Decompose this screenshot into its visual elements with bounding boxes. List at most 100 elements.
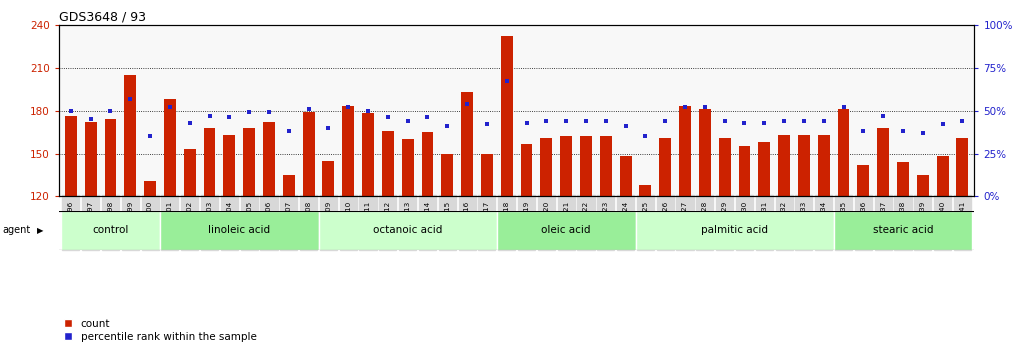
Bar bbox=[441, 154, 454, 196]
Point bbox=[697, 104, 713, 110]
Text: stearic acid: stearic acid bbox=[873, 225, 934, 235]
Bar bbox=[878, 128, 889, 196]
Point bbox=[182, 120, 198, 125]
Point bbox=[617, 123, 634, 129]
Point bbox=[479, 121, 495, 127]
Bar bbox=[263, 122, 275, 196]
Point bbox=[360, 108, 376, 113]
Point bbox=[895, 129, 911, 134]
Bar bbox=[580, 136, 592, 196]
Point bbox=[914, 130, 931, 136]
Text: control: control bbox=[93, 225, 129, 235]
Bar bbox=[798, 135, 810, 196]
Point bbox=[281, 129, 297, 134]
Point bbox=[63, 108, 79, 113]
Point bbox=[538, 118, 554, 124]
Bar bbox=[560, 136, 573, 196]
Bar bbox=[917, 175, 929, 196]
Text: linoleic acid: linoleic acid bbox=[208, 225, 271, 235]
Bar bbox=[421, 132, 433, 196]
Bar bbox=[362, 114, 374, 196]
Point bbox=[677, 104, 694, 110]
Legend: count, percentile rank within the sample: count, percentile rank within the sample bbox=[64, 319, 256, 342]
Point bbox=[498, 79, 515, 84]
Bar bbox=[124, 75, 136, 196]
Bar bbox=[65, 116, 77, 196]
Bar bbox=[897, 162, 909, 196]
Text: palmitic acid: palmitic acid bbox=[701, 225, 768, 235]
Point bbox=[519, 120, 535, 125]
Point bbox=[657, 118, 673, 124]
Bar bbox=[283, 175, 295, 196]
Bar bbox=[759, 142, 770, 196]
Point bbox=[855, 129, 872, 134]
Bar bbox=[382, 131, 394, 196]
Bar bbox=[600, 136, 612, 196]
Bar bbox=[303, 112, 314, 196]
Point bbox=[717, 118, 733, 124]
Point bbox=[122, 96, 138, 102]
Point bbox=[162, 104, 178, 110]
Point bbox=[82, 116, 99, 122]
Bar bbox=[540, 138, 552, 196]
Bar bbox=[61, 211, 160, 250]
Bar bbox=[497, 211, 636, 250]
Bar bbox=[956, 138, 968, 196]
Bar bbox=[834, 211, 972, 250]
Bar bbox=[937, 156, 949, 196]
Point bbox=[103, 108, 119, 113]
Point bbox=[142, 133, 159, 139]
Point bbox=[439, 123, 456, 129]
Point bbox=[935, 121, 951, 127]
Point bbox=[340, 104, 356, 110]
Bar bbox=[838, 109, 849, 196]
Text: GDS3648 / 93: GDS3648 / 93 bbox=[59, 11, 146, 24]
Bar bbox=[160, 211, 318, 250]
Bar bbox=[521, 143, 533, 196]
Text: ▶: ▶ bbox=[37, 225, 43, 235]
Bar bbox=[719, 138, 730, 196]
Point bbox=[875, 113, 891, 119]
Bar bbox=[343, 106, 354, 196]
Bar bbox=[679, 106, 691, 196]
Bar bbox=[243, 128, 255, 196]
Bar bbox=[619, 156, 632, 196]
Bar bbox=[818, 135, 830, 196]
Bar bbox=[184, 149, 195, 196]
Point bbox=[241, 109, 257, 115]
Bar bbox=[105, 119, 116, 196]
Point bbox=[954, 118, 970, 124]
Point bbox=[638, 133, 654, 139]
Point bbox=[419, 115, 435, 120]
Bar bbox=[857, 165, 870, 196]
Point bbox=[776, 118, 792, 124]
Bar bbox=[640, 185, 651, 196]
Bar bbox=[402, 139, 414, 196]
Text: octanoic acid: octanoic acid bbox=[373, 225, 442, 235]
Point bbox=[400, 118, 416, 124]
Bar bbox=[481, 154, 493, 196]
Point bbox=[795, 118, 812, 124]
Point bbox=[816, 118, 832, 124]
Point bbox=[598, 118, 614, 124]
Bar bbox=[84, 122, 97, 196]
Point bbox=[379, 115, 396, 120]
Bar bbox=[318, 211, 497, 250]
Point bbox=[558, 118, 575, 124]
Bar bbox=[699, 109, 711, 196]
Bar bbox=[500, 36, 513, 196]
Text: oleic acid: oleic acid bbox=[541, 225, 591, 235]
Point bbox=[736, 120, 753, 125]
Point bbox=[300, 106, 316, 112]
Bar bbox=[322, 161, 335, 196]
Bar bbox=[778, 135, 790, 196]
Point bbox=[757, 120, 773, 125]
Bar bbox=[164, 99, 176, 196]
Point bbox=[835, 104, 851, 110]
Bar bbox=[738, 147, 751, 196]
Point bbox=[459, 101, 475, 107]
Point bbox=[222, 115, 238, 120]
Text: agent: agent bbox=[2, 225, 31, 235]
Bar bbox=[461, 92, 473, 196]
Bar bbox=[224, 135, 235, 196]
